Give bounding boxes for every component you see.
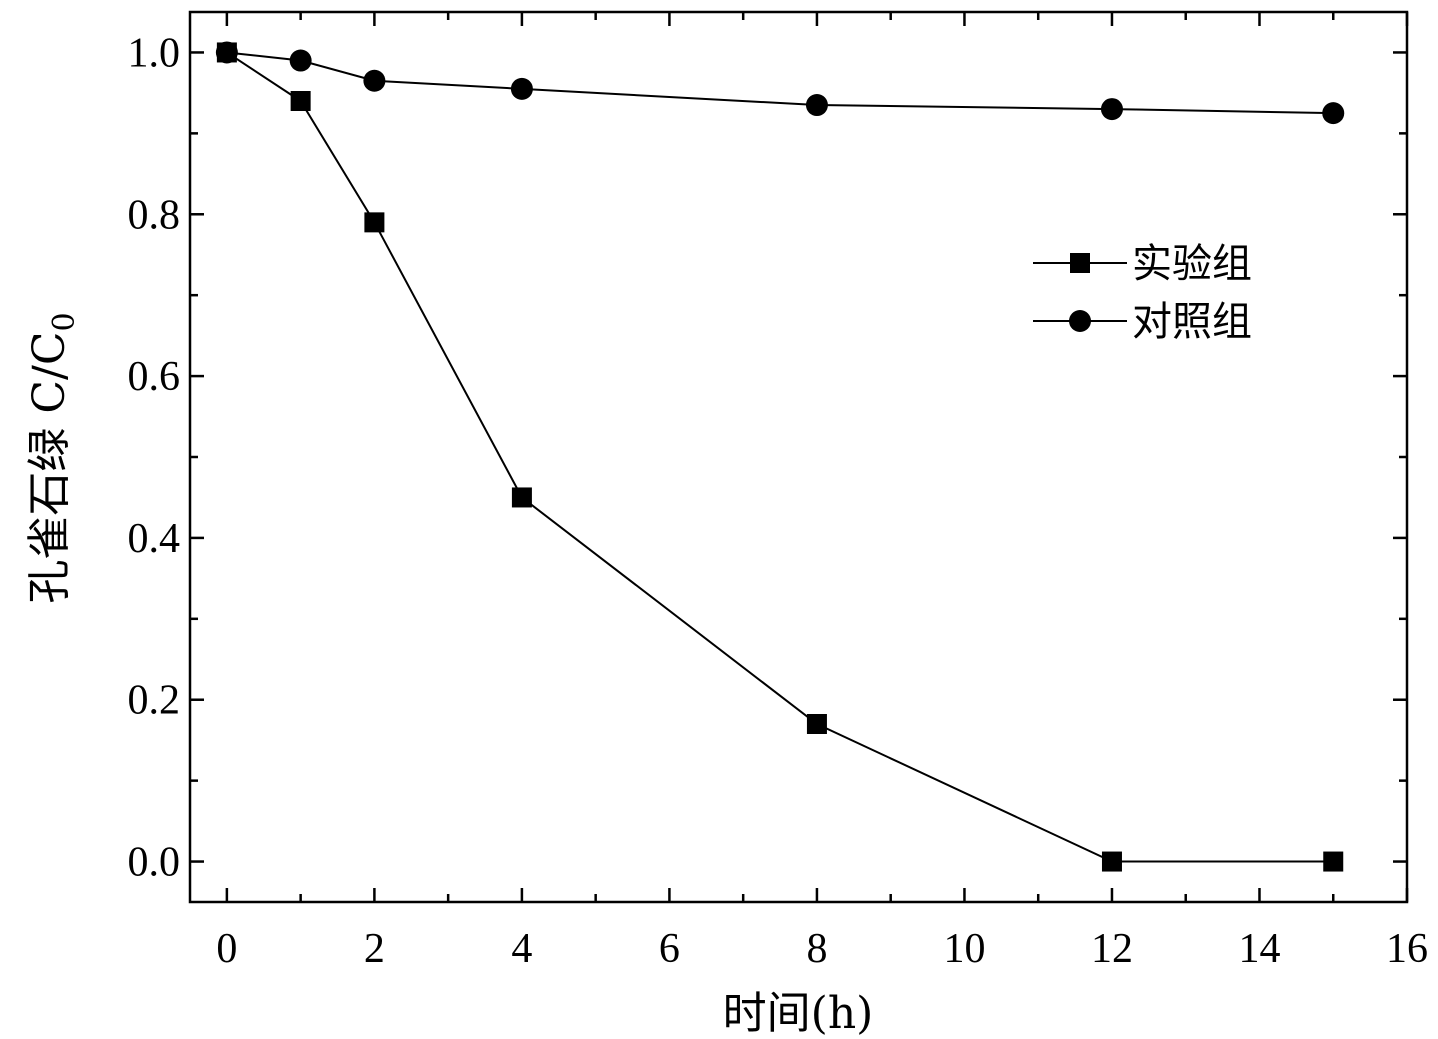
data-point-series-1 xyxy=(363,69,386,92)
x-tick-label: 14 xyxy=(1238,926,1280,972)
legend-label-0: 实验组 xyxy=(1132,241,1252,287)
x-tick-label: 10 xyxy=(943,926,985,972)
y-axis-title-group: 孔雀石绿 C/C0 xyxy=(24,312,82,603)
y-tick-label: 0.0 xyxy=(128,840,181,886)
series-markers xyxy=(215,41,1345,872)
legend-label-1: 对照组 xyxy=(1132,299,1252,345)
axis-ticks xyxy=(190,12,1409,902)
y-axis-title-main: 孔雀石绿 C/C xyxy=(24,331,75,603)
data-point-series-1 xyxy=(805,94,828,117)
x-tick-label: 0 xyxy=(216,926,237,972)
series-lines xyxy=(226,51,1334,863)
data-point-series-0 xyxy=(364,212,385,233)
axis-tick-labels: 0 2 4 6 8 10 12 14 16 0.0 0.2 0.4 0.6 0.8 1.0 xyxy=(128,30,1429,972)
plot-frame xyxy=(188,10,1409,904)
data-point-series-1 xyxy=(1322,102,1345,125)
data-point-series-0 xyxy=(1101,851,1122,872)
y-tick-label: 0.2 xyxy=(128,678,181,724)
y-tick-label: 0.4 xyxy=(128,516,181,562)
y-axis-title: 孔雀石绿 C/C0 xyxy=(24,312,82,603)
x-tick-label: 2 xyxy=(364,926,385,972)
y-tick-label: 0.6 xyxy=(128,354,181,400)
data-point-series-1 xyxy=(215,41,238,64)
data-point-series-0 xyxy=(290,91,311,111)
x-tick-label: 8 xyxy=(806,926,827,972)
series-line-0 xyxy=(226,51,1334,863)
series-line-1 xyxy=(226,51,1334,115)
x-tick-label: 4 xyxy=(511,926,532,972)
x-axis-title: 时间(h) xyxy=(723,988,874,1039)
data-point-series-1 xyxy=(510,77,533,100)
y-tick-label: 0.8 xyxy=(128,192,181,238)
x-tick-label: 6 xyxy=(659,926,680,972)
x-tick-label: 12 xyxy=(1091,926,1133,972)
data-point-series-0 xyxy=(1323,851,1344,872)
y-tick-label: 1.0 xyxy=(128,30,181,76)
y-axis-title-subscript: 0 xyxy=(47,312,82,331)
data-point-series-0 xyxy=(511,487,532,508)
legend-marker-0 xyxy=(1070,253,1090,273)
data-point-series-0 xyxy=(806,714,827,734)
legend-marker-1 xyxy=(1069,310,1091,332)
data-point-series-1 xyxy=(289,49,312,72)
x-tick-label: 16 xyxy=(1386,926,1428,972)
data-point-series-1 xyxy=(1100,98,1123,121)
